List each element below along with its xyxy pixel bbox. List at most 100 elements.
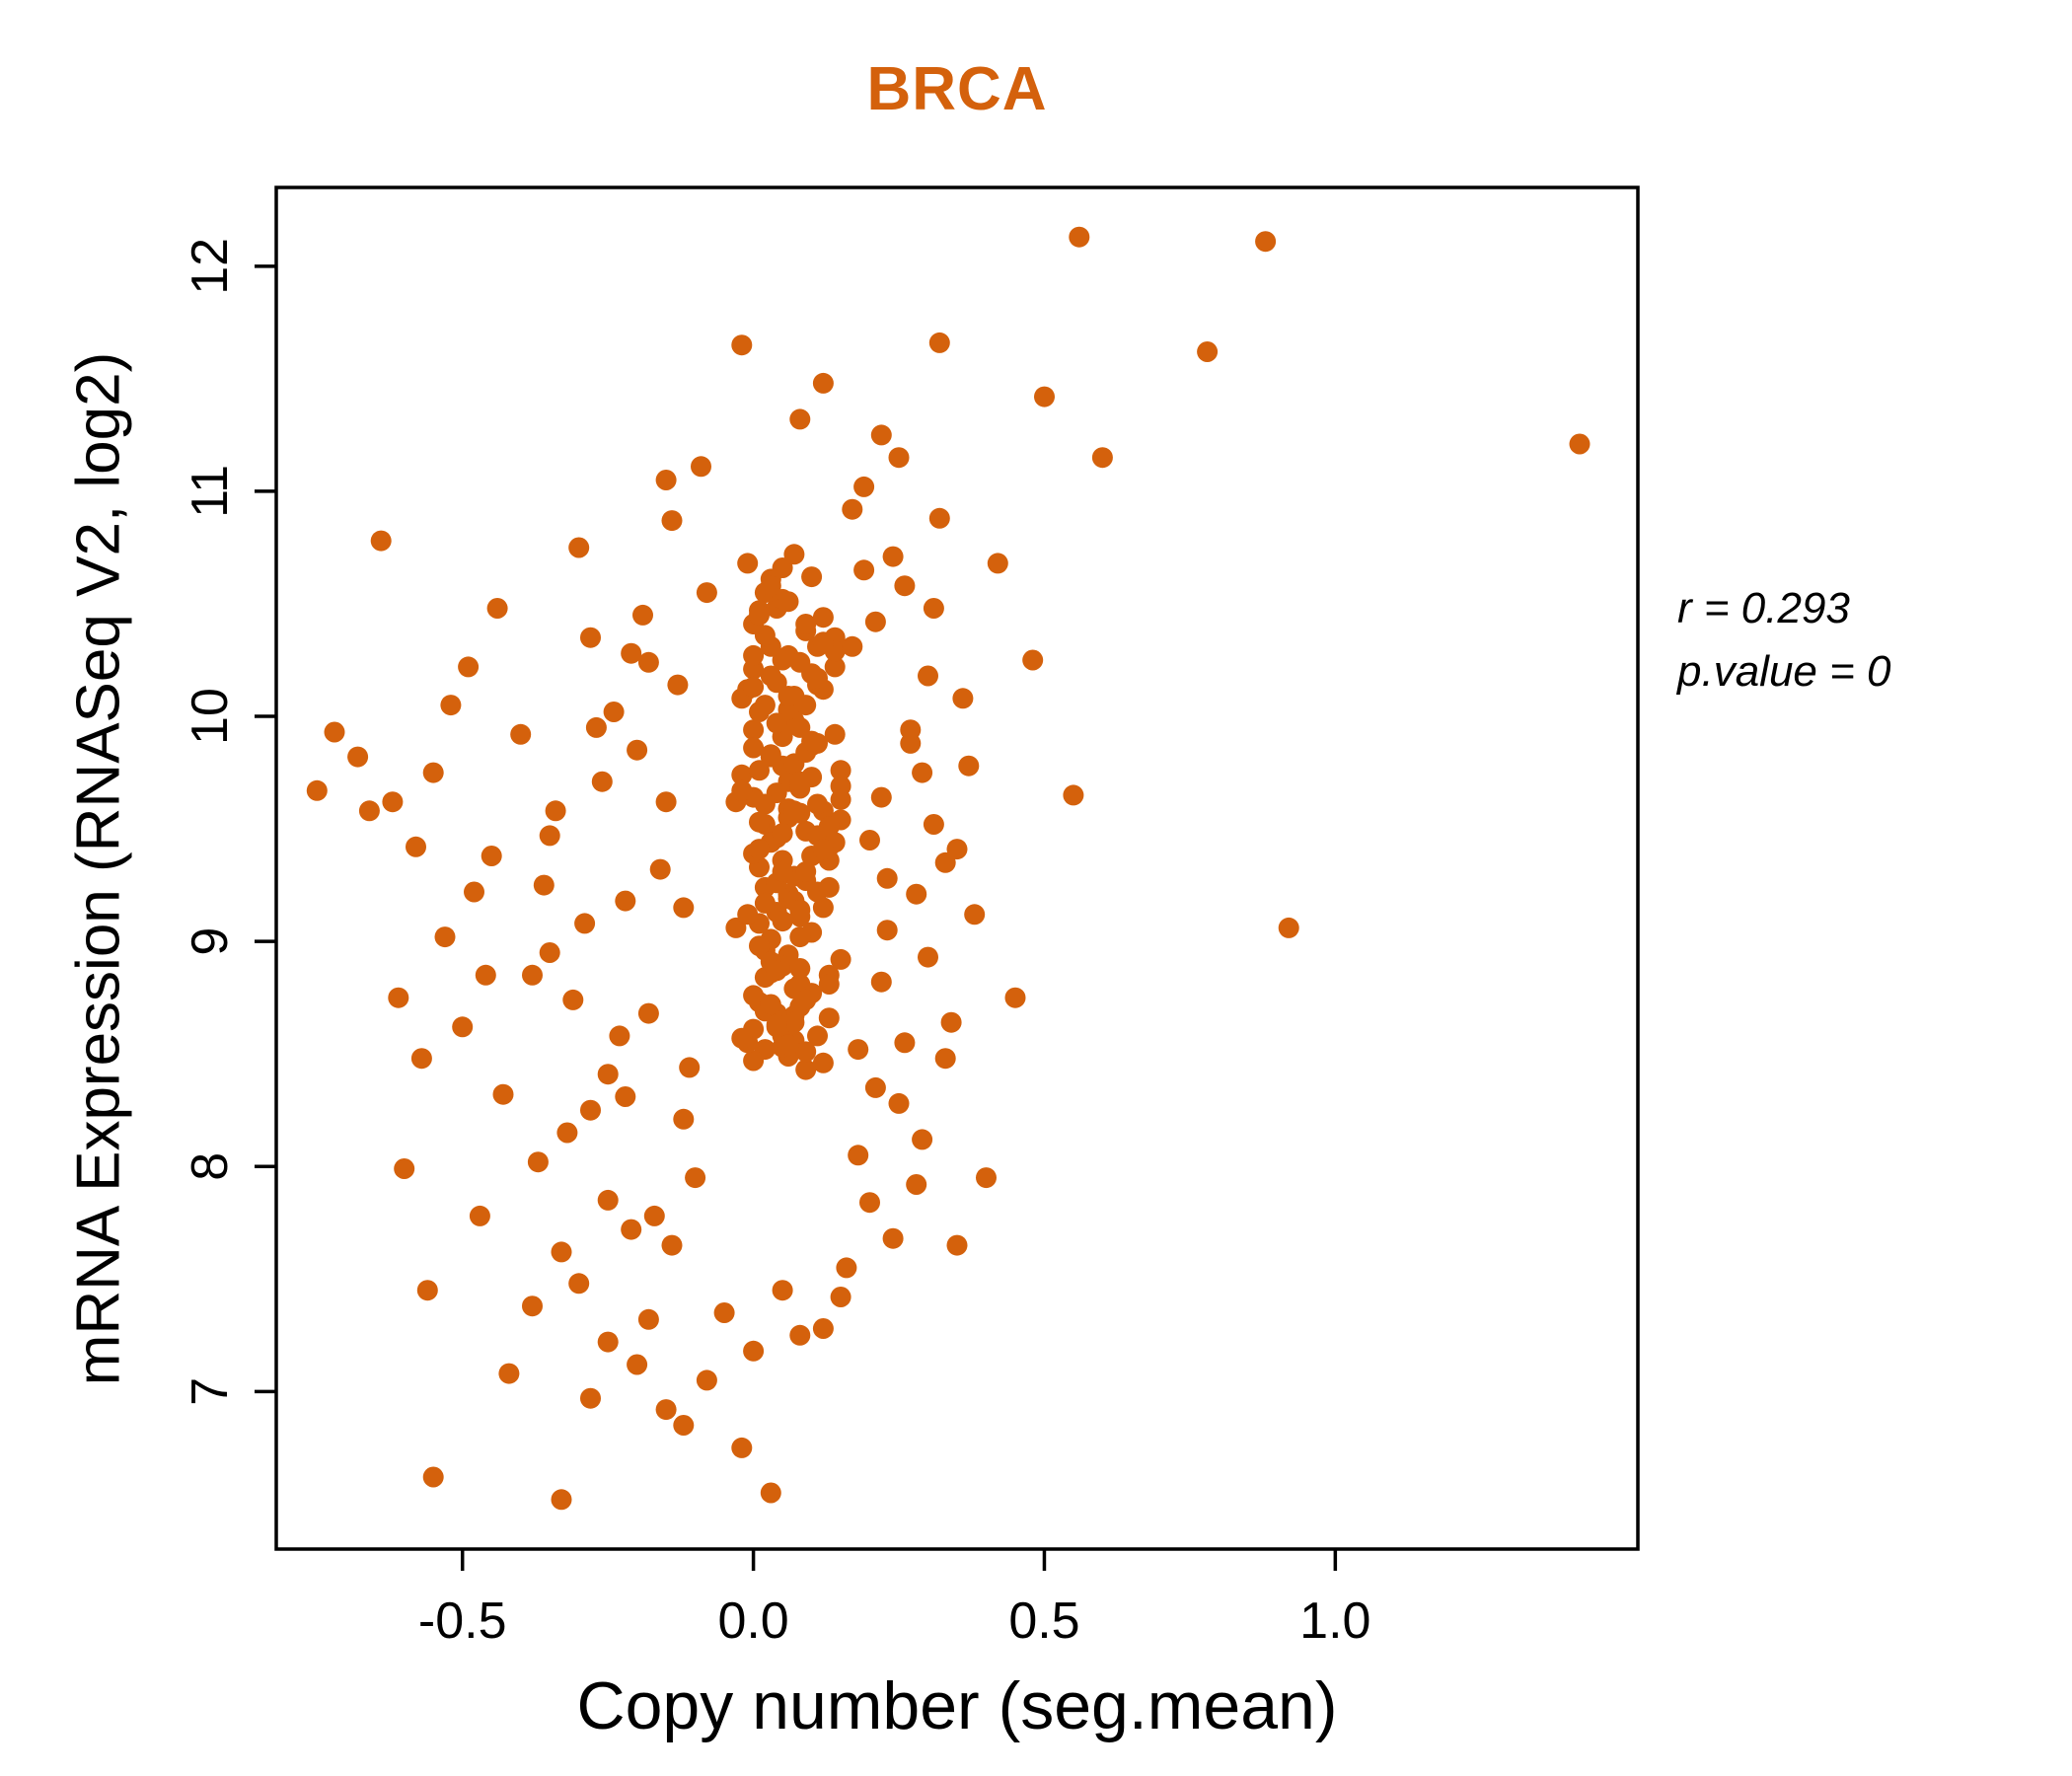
data-point (783, 544, 805, 565)
data-point (859, 830, 880, 851)
data-point (749, 811, 770, 833)
y-axis-label: mRNA Expression (RNASeq V2, log2) (64, 351, 133, 1386)
data-point (539, 825, 560, 847)
data-point (749, 604, 770, 626)
data-point (603, 702, 625, 722)
y-tick-label: 7 (182, 1377, 239, 1406)
data-point (522, 964, 543, 986)
chart-title: BRCA (866, 55, 1048, 123)
data-point (591, 771, 613, 792)
data-point (882, 546, 904, 567)
data-point (1197, 341, 1219, 362)
data-point (801, 566, 823, 588)
data-point (812, 1052, 834, 1073)
x-tick-label: 1.0 (1299, 1592, 1370, 1650)
data-point (801, 730, 823, 752)
data-point (848, 1039, 869, 1061)
data-point (551, 1489, 572, 1511)
data-point (580, 1099, 601, 1121)
data-point (964, 904, 986, 925)
data-point (1069, 226, 1090, 248)
data-point (597, 1331, 619, 1353)
data-point (824, 656, 846, 678)
data-point (795, 1041, 817, 1063)
data-point (743, 644, 765, 666)
x-tick-label: -0.5 (418, 1592, 507, 1650)
data-point (394, 1158, 415, 1179)
data-point (388, 987, 409, 1008)
data-point (789, 926, 811, 948)
data-point (597, 1064, 619, 1085)
data-point (928, 507, 950, 529)
data-point (1255, 231, 1277, 253)
data-point (440, 695, 462, 716)
data-point (434, 926, 456, 948)
data-point (673, 897, 695, 919)
data-point (621, 642, 642, 664)
data-point (859, 1192, 880, 1214)
x-axis-label: Copy number (seg.mean) (576, 1668, 1338, 1743)
data-point (627, 1354, 648, 1375)
data-point (580, 627, 601, 648)
data-point (812, 607, 834, 629)
data-point (627, 739, 648, 761)
data-point (912, 1129, 933, 1150)
data-point (842, 635, 863, 657)
data-point (306, 779, 328, 801)
data-point (754, 625, 776, 646)
data-point (1022, 649, 1044, 671)
data-point (807, 793, 828, 815)
data-point (562, 989, 584, 1010)
data-point (731, 1027, 753, 1049)
data-point (522, 1295, 543, 1317)
data-point (830, 760, 851, 781)
data-point (713, 1302, 735, 1323)
data-point (882, 1227, 904, 1249)
data-point (743, 719, 765, 741)
data-point (760, 994, 781, 1015)
data-point (772, 911, 793, 932)
data-point (358, 800, 380, 822)
data-point (585, 716, 607, 738)
data-point (853, 559, 875, 581)
data-point (696, 582, 717, 604)
data-point (597, 1189, 619, 1211)
data-point (1091, 447, 1113, 469)
data-point (731, 779, 753, 801)
data-point (987, 553, 1008, 574)
data-point (842, 498, 863, 520)
data-point (469, 1205, 490, 1226)
data-point (760, 575, 781, 597)
data-point (661, 510, 683, 532)
data-point (760, 746, 781, 768)
data-point (876, 920, 898, 941)
data-point (324, 721, 345, 743)
data-point (1004, 987, 1026, 1008)
data-point (556, 1122, 578, 1144)
data-point (923, 598, 944, 619)
data-point (410, 1048, 432, 1070)
data-point (818, 974, 840, 995)
data-point (952, 688, 974, 709)
data-point (737, 904, 759, 925)
data-point (818, 876, 840, 898)
data-point (918, 946, 938, 968)
data-point (818, 1007, 840, 1029)
data-point (830, 948, 851, 970)
data-point (923, 814, 944, 835)
data-point (812, 631, 834, 653)
data-point (422, 1466, 444, 1488)
data-point (789, 958, 811, 979)
data-point (749, 760, 770, 781)
data-point (452, 1016, 474, 1038)
data-point (818, 816, 840, 838)
data-point (888, 1092, 910, 1114)
data-point (649, 858, 671, 880)
data-point (731, 764, 753, 785)
data-point (696, 1369, 717, 1391)
data-point (934, 1048, 956, 1070)
data-point (749, 839, 770, 860)
x-tick-label: 0.0 (717, 1592, 788, 1650)
data-point (789, 651, 811, 673)
data-point (655, 791, 677, 813)
